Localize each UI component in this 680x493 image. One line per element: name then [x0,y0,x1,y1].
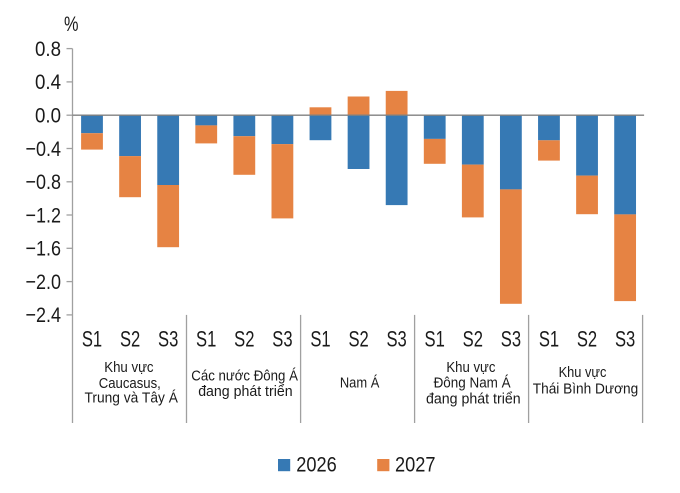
svg-text:S3: S3 [615,327,635,352]
svg-text:0.0: 0.0 [35,104,61,128]
svg-text:2027: 2027 [395,453,436,477]
svg-text:Trung và Tây Á: Trung và Tây Á [85,390,179,407]
svg-text:S2: S2 [120,327,140,352]
svg-text:Các nước Đông Á: Các nước Đông Á [191,367,298,384]
svg-text:S1: S1 [82,327,102,352]
svg-text:Caucasus,: Caucasus, [99,376,161,392]
svg-text:đang phát triển: đang phát triển [198,384,292,400]
svg-text:S3: S3 [158,327,178,352]
svg-text:Nam Á: Nam Á [340,375,380,392]
svg-text:Khu vực: Khu vực [446,360,495,376]
svg-text:0.8: 0.8 [35,37,61,61]
svg-text:S1: S1 [310,327,330,352]
svg-text:−1.2: −1.2 [26,203,62,227]
svg-text:S1: S1 [196,327,216,352]
svg-text:S3: S3 [386,327,406,352]
svg-text:−0.8: −0.8 [26,170,62,194]
svg-text:S1: S1 [539,327,559,352]
svg-text:2026: 2026 [296,453,337,477]
svg-text:S2: S2 [234,327,254,352]
svg-text:S3: S3 [501,327,521,352]
svg-text:S2: S2 [348,327,368,352]
svg-text:0.4: 0.4 [35,70,61,94]
svg-text:Thái Bình Dương: Thái Bình Dương [533,382,639,398]
svg-text:Khu vực: Khu vực [559,365,607,381]
svg-text:−2.4: −2.4 [26,303,62,327]
svg-text:−0.4: −0.4 [26,137,62,161]
svg-text:−1.6: −1.6 [26,237,62,261]
svg-text:S2: S2 [463,327,483,352]
svg-text:S2: S2 [577,327,597,352]
svg-text:S3: S3 [272,327,292,352]
svg-text:Khu vực: Khu vực [104,360,153,376]
svg-text:%: % [64,13,79,36]
svg-text:S1: S1 [425,327,445,352]
svg-text:Đông Nam Á: Đông Nam Á [434,375,511,392]
svg-text:−2.0: −2.0 [26,270,62,294]
svg-text:đang phát triển: đang phát triển [426,392,521,408]
